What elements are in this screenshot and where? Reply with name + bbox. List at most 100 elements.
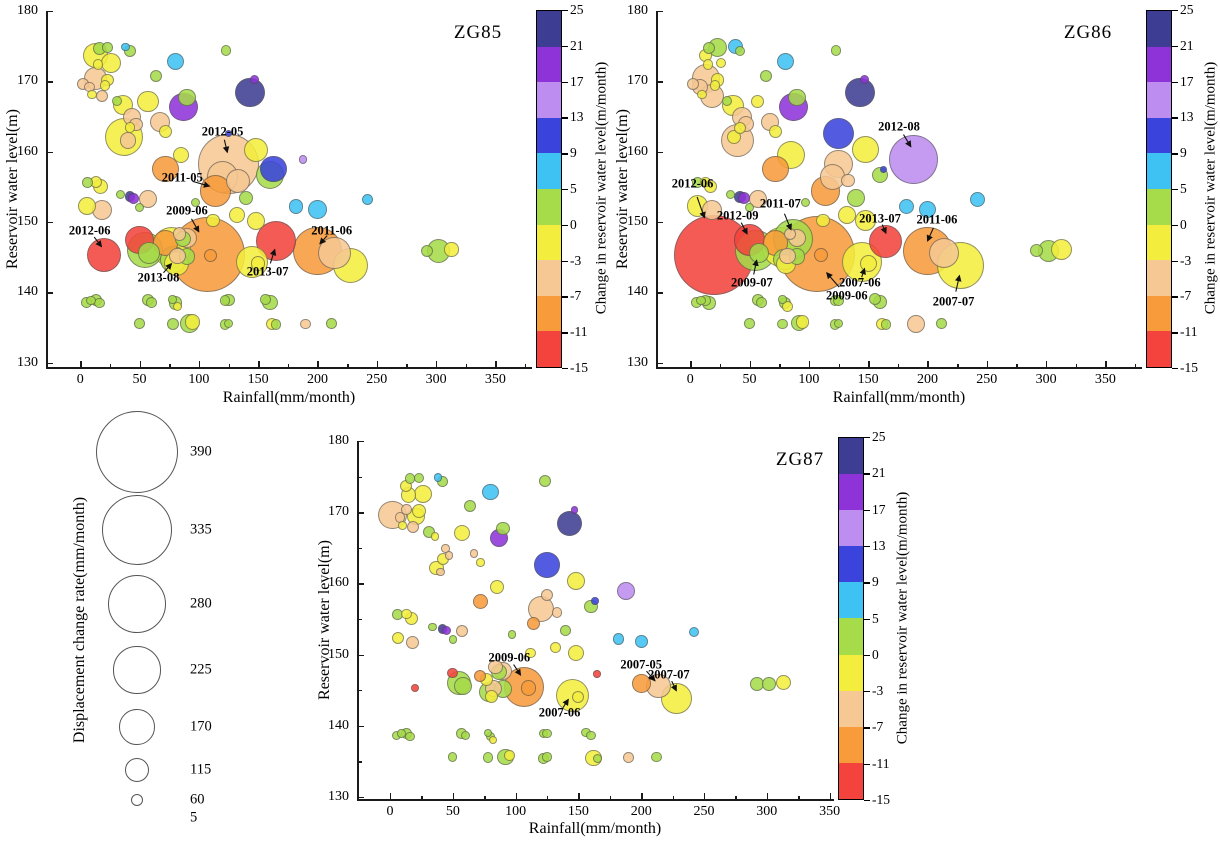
size-legend-value: 280 <box>190 595 212 612</box>
x-minor-tick <box>109 363 112 367</box>
x-tick-label: 250 <box>976 372 998 387</box>
bubble <box>969 191 985 208</box>
bubble <box>472 593 489 609</box>
colorbar-tick-label: 5 <box>1180 181 1187 196</box>
colorbar-tick-label: -15 <box>1180 360 1198 375</box>
x-major-tick <box>198 361 201 367</box>
x-minor-tick <box>465 363 468 367</box>
bubble <box>756 296 767 308</box>
bubble <box>119 132 136 149</box>
bubble <box>134 202 145 212</box>
bubble <box>430 532 440 541</box>
x-minor-tick <box>838 363 840 367</box>
bubble <box>775 674 791 690</box>
bubble <box>178 88 196 107</box>
colorbar-tick-label: 5 <box>570 181 577 196</box>
colorbar-band <box>839 618 863 655</box>
bubble <box>686 78 699 91</box>
x-axis-label-zg87: Rainfall(mm/month) <box>528 820 662 837</box>
bubble <box>570 506 579 514</box>
colorbar-tick-label: 25 <box>1180 2 1194 17</box>
x-tick-label: 0 <box>76 372 84 387</box>
size-legend-circle <box>113 646 161 694</box>
bubble <box>833 294 844 306</box>
colorbar-tick-label: 0 <box>1180 216 1187 232</box>
colorbar-band <box>537 46 561 83</box>
colorbar-tick <box>562 332 568 334</box>
bubble <box>715 57 727 69</box>
colorbar-tick <box>864 654 870 657</box>
bubble <box>169 247 186 264</box>
bubble <box>489 579 504 594</box>
bubble <box>166 318 179 331</box>
bubble <box>400 608 412 620</box>
bubble <box>78 196 97 215</box>
size-legend-circle <box>130 793 144 807</box>
bubble <box>228 206 245 224</box>
bubble <box>190 197 200 207</box>
y-tick-label: 140 <box>328 717 349 733</box>
x-major-tick <box>515 793 517 799</box>
bubble <box>223 318 234 329</box>
bubble <box>246 211 265 230</box>
bubble <box>880 319 892 331</box>
colorbar-tick <box>864 582 870 584</box>
colorbar-tick <box>1172 117 1178 119</box>
x-tick-label: 50 <box>445 804 460 819</box>
colorbar-label-zg85: Change in reservoir water level(m/month) <box>593 61 610 315</box>
annotation-label: 2012-09 <box>716 208 759 223</box>
x-minor-tick <box>735 795 737 799</box>
bubble <box>411 503 426 518</box>
bubble <box>220 45 232 56</box>
colorbar-band <box>839 726 863 763</box>
annotation-label: 2011-06 <box>916 212 958 227</box>
bubble <box>92 59 104 70</box>
colorbar-tick-label: 13 <box>570 109 584 125</box>
bubble <box>138 242 160 264</box>
bubble <box>702 59 714 70</box>
colorbar-tick <box>562 153 568 155</box>
y-axis-label-zg86: Reservoir water level(m) <box>614 109 631 269</box>
annotation-label: 2007-07 <box>648 667 690 682</box>
bubble <box>734 121 747 134</box>
bubble <box>397 729 406 738</box>
colorbar-band <box>537 224 561 261</box>
colorbar <box>838 437 864 800</box>
bubble <box>737 192 750 205</box>
x-tick-label: 300 <box>756 804 778 819</box>
bubble <box>800 197 810 207</box>
x-tick-label: 300 <box>1035 372 1057 387</box>
bubble <box>138 189 157 208</box>
x-major-tick <box>766 793 769 799</box>
x-axis-spine <box>357 799 834 801</box>
bubble <box>476 558 485 567</box>
x-minor-tick <box>484 795 486 799</box>
size-legend-circle <box>96 411 178 493</box>
x-major-tick <box>690 361 692 367</box>
y-minor-tick <box>358 476 362 478</box>
bubble <box>437 476 449 487</box>
colorbar-tick <box>1172 153 1178 155</box>
bubble <box>898 198 914 215</box>
x-tick-label: 50 <box>132 372 147 387</box>
colorbar-band <box>537 295 561 332</box>
y-major-tick <box>358 512 364 514</box>
bubble <box>483 728 493 738</box>
y-tick-label: 170 <box>328 504 349 520</box>
bubble <box>744 202 755 212</box>
colorbar-tick-label: 13 <box>872 537 886 553</box>
bubble <box>124 122 136 134</box>
y-tick-label: 140 <box>17 284 38 300</box>
bubble <box>592 753 602 764</box>
bubble <box>534 552 560 578</box>
x-tick-label: 200 <box>630 804 652 819</box>
colorbar-tick-label: -11 <box>570 324 588 340</box>
bubble <box>560 624 572 636</box>
colorbar-tick <box>864 545 870 548</box>
x-tick-label: 50 <box>742 372 757 387</box>
bubble <box>87 90 97 100</box>
colorbar-tick <box>562 10 568 12</box>
bubble <box>436 567 445 577</box>
colorbar-band <box>1147 224 1171 261</box>
bubble <box>219 294 231 306</box>
